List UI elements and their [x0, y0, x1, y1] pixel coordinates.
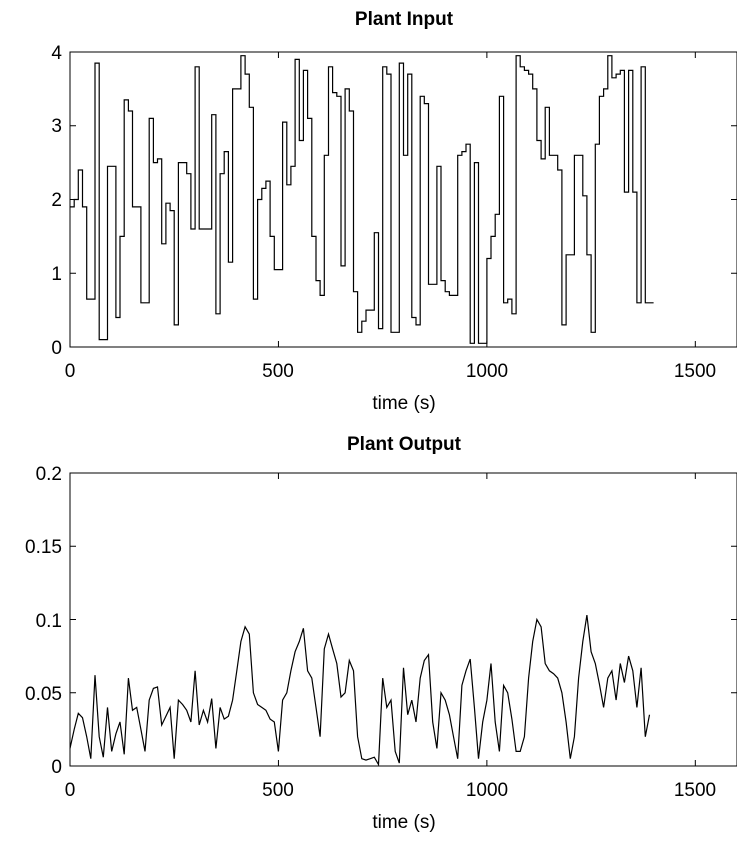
- output-chart: Plant Output 0 500 1000 1500 0 0.05 0.1 …: [25, 434, 737, 833]
- output-x-tick-labels: 0 500 1000 1500: [65, 780, 716, 801]
- input-y-tick-label: 1: [51, 264, 62, 285]
- output-y-tick-label: 0.1: [36, 611, 62, 632]
- input-chart-title: Plant Input: [355, 9, 454, 30]
- output-y-tick-label: 0: [51, 757, 62, 778]
- input-y-tick-label: 0: [51, 338, 62, 359]
- input-x-tick-labels: 0 500 1000 1500: [65, 361, 716, 382]
- input-chart: Plant Input 0 500 1000 1500 0 1 2 3 4 ti…: [51, 9, 737, 414]
- output-y-tick-labels: 0 0.05 0.1 0.15 0.2: [25, 464, 62, 778]
- output-chart-title: Plant Output: [347, 434, 462, 455]
- output-y-tick-label: 0.05: [25, 684, 62, 705]
- output-plot-area: [69, 472, 737, 767]
- output-x-axis-label: time (s): [372, 812, 435, 833]
- input-x-tick-label: 500: [262, 361, 294, 382]
- output-axis-ticks: [69, 472, 737, 767]
- input-axis-ticks: [69, 51, 737, 348]
- input-x-tick-label: 0: [65, 361, 76, 382]
- output-x-tick-label: 500: [262, 780, 294, 801]
- input-y-tick-labels: 0 1 2 3 4: [51, 43, 62, 359]
- output-series-line: [69, 615, 651, 767]
- input-y-tick-label: 3: [51, 116, 62, 137]
- input-y-tick-label: 2: [51, 190, 62, 211]
- input-series-line: [70, 55, 654, 344]
- output-y-tick-label: 0.15: [25, 537, 62, 558]
- input-y-tick-label: 4: [51, 43, 62, 64]
- output-x-tick-label: 1000: [466, 780, 508, 801]
- output-x-tick-label: 1500: [674, 780, 716, 801]
- output-x-tick-label: 0: [65, 780, 76, 801]
- output-y-tick-label: 0.2: [36, 464, 62, 485]
- input-x-tick-label: 1500: [674, 361, 716, 382]
- input-x-tick-label: 1000: [466, 361, 508, 382]
- input-x-axis-label: time (s): [372, 393, 435, 414]
